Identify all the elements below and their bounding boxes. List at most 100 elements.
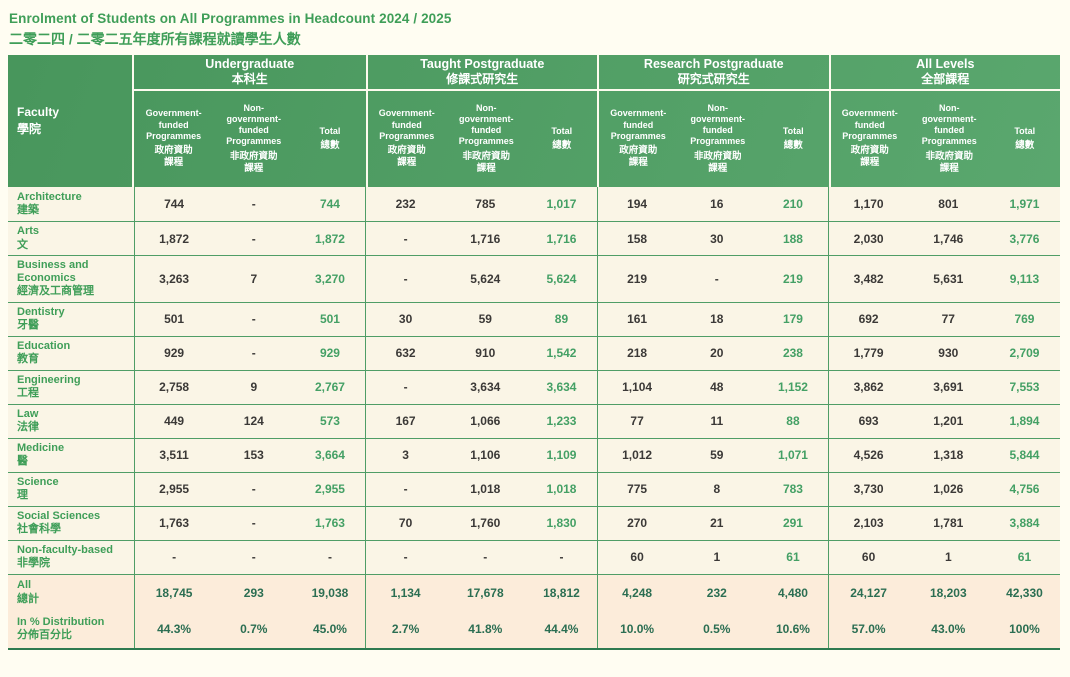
value-cell: - (134, 540, 213, 574)
faculty-name-zh: 教育 (17, 353, 39, 366)
faculty-name-zh: 理 (17, 489, 28, 502)
column-header-en: Non-government-funded Programmes (690, 102, 746, 147)
summary-section: All 總計 18,745 293 19,038 1,134 17,678 18,812 4,2… (8, 573, 1060, 648)
value-cell: 18,812 (543, 585, 580, 600)
value-cell: 1,542 (546, 346, 577, 361)
table-row: Architecture 建築 744-744 232 785 1,017 194 16 210… (8, 187, 1060, 221)
value-cell: 43.0% (931, 622, 966, 637)
value-cell: 693 (828, 404, 907, 438)
faculty-name-zh: 社會科學 (17, 523, 61, 536)
value-cell: 3,884 (1009, 516, 1040, 531)
faculty-cell: Education 教育 (8, 337, 134, 370)
value-cell: 194 (596, 187, 676, 221)
faculty-name-en: In % Distribution (17, 615, 105, 628)
faculty-cell: In % Distribution 分佈百分比 (8, 611, 134, 648)
value-cell: 1,018 (546, 482, 577, 497)
faculty-name-en: Medicine (17, 441, 65, 454)
faculty-name-en: Education (17, 339, 71, 352)
value-cell: 1,152 (777, 380, 808, 395)
value-cell: 573 (319, 414, 340, 429)
value-cell: 61 (786, 550, 800, 565)
faculty-cell: Non-faculty-based 非學院 (8, 541, 134, 574)
value-cell: 1,018 (470, 482, 501, 497)
value-cell: 1,781 (933, 516, 964, 531)
value-cell: 4,248 (596, 574, 676, 611)
group-title-en: All Levels (916, 57, 975, 72)
faculty-name-en: Non-faculty-based (17, 543, 113, 556)
value-cell: 1,134 (365, 574, 444, 611)
value-cell: 124 (243, 414, 264, 429)
group-title-zh: 研究式研究生 (677, 72, 750, 87)
value-cell: 100% (1009, 622, 1040, 637)
group-subcolumns: Government-funded Programmes 政府資助 課程 Non-g… (831, 91, 1061, 187)
value-cell: 2,030 (828, 222, 907, 255)
value-cell: 7,553 (1009, 380, 1040, 395)
column-header-en: Total (551, 125, 573, 136)
value-cell: 9 (250, 380, 258, 395)
value-cell: 1,872 (314, 231, 345, 246)
column-header-zh: 政府資助 課程 (850, 145, 889, 169)
table-row: Science 理 2,955-2,955-1,018 1,018 775 8 783 3,7… (8, 471, 1060, 506)
table-row: Dentistry 牙醫 501-501 30 59 89 161 18 179 692 77 769 (8, 301, 1060, 336)
page-title: Enrolment of Students on All Programmes … (9, 11, 452, 26)
title-block: Enrolment of Students on All Programmes … (0, 0, 1070, 49)
value-cell: 3,691 (933, 380, 964, 395)
value-cell: 1,106 (470, 448, 501, 463)
value-cell: 744 (319, 197, 340, 211)
faculty-name-en: Law (17, 407, 39, 420)
column-header: Total 總數 (990, 91, 1060, 187)
value-cell: 20 (710, 346, 724, 361)
value-cell: 1,318 (933, 448, 964, 463)
faculty-name-zh: 建築 (17, 204, 39, 216)
column-header-zh: 非政府資助 課程 (925, 150, 974, 174)
value-cell: 77 (596, 404, 676, 438)
column-header: Government-funded Programmes 政府資助 課程 (134, 91, 213, 187)
value-cell: 3,263 (134, 256, 213, 302)
table-row: In % Distribution 分佈百分比 44.3% 0.7% 45.0% 2.7%… (8, 610, 1060, 648)
value-cell: 59 (478, 312, 492, 327)
value-cell: - (365, 540, 444, 574)
column-header: Government-funded Programmes 政府資助 課程 (368, 91, 447, 187)
value-cell: 692 (828, 302, 907, 336)
value-cell: 10.6% (775, 622, 810, 637)
header-group: All Levels 全部課程 Government-funded Programm… (828, 55, 1061, 187)
column-header-zh: 總數 (1015, 139, 1035, 151)
value-cell: 8 (713, 482, 721, 497)
value-cell: 1,763 (314, 516, 345, 531)
table-row: Non-faculty-based 非學院 - - - - - -60 1 61 60 1 61 (8, 539, 1060, 574)
value-cell: 1 (713, 550, 721, 565)
value-cell: 89 (554, 312, 569, 327)
table-row: Law 法律 449 124 573 167 1,066 1,233 77 11 88 693 1,20… (8, 403, 1060, 438)
value-cell: 1,104 (596, 370, 676, 404)
value-cell: - (365, 222, 444, 255)
value-cell: 18,203 (929, 585, 967, 600)
value-cell: 3,634 (546, 380, 577, 395)
value-cell: 3,730 (828, 472, 907, 506)
group-title-zh: 全部課程 (921, 72, 970, 87)
faculty-cell: Arts 文 (8, 222, 134, 255)
table-row: Social Sciences 社會科學 1,763-1,763 70 1,760 1,8… (8, 505, 1060, 540)
group-title-en: Undergraduate (205, 57, 295, 72)
value-cell: 775 (596, 472, 676, 506)
faculty-cell: Medicine 醫 (8, 439, 134, 472)
group-title-en: Taught Postgraduate (420, 57, 545, 72)
value-cell: 61 (1017, 550, 1032, 565)
faculty-cell: Business and Economics 經濟及工商管理 (8, 256, 134, 302)
column-header-zh: 非政府資助 課程 (694, 150, 742, 174)
faculty-name-zh: 法律 (17, 421, 39, 434)
faculty-name-zh: 經濟及工商管理 (17, 285, 94, 298)
faculty-name-zh: 醫 (17, 455, 28, 468)
column-header: Non-government-funded Programmes 非政府資助 課程 (678, 91, 759, 187)
value-cell: 4,480 (777, 585, 808, 600)
value-cell: 3,482 (828, 256, 907, 302)
value-cell: - (251, 482, 256, 497)
value-cell: 291 (782, 516, 803, 531)
value-cell: 17,678 (466, 585, 504, 600)
value-cell: 501 (319, 312, 340, 327)
enrolment-table: Faculty 學院 Undergraduate 本科生 Government-fu… (8, 55, 1060, 650)
faculty-name-en: Social Sciences (17, 509, 101, 522)
group-title-zh: 修課式研究生 (446, 72, 519, 87)
value-cell: 153 (243, 448, 264, 463)
table-body: Architecture 建築 744-744 232 785 1,017 194 16 210… (8, 187, 1060, 574)
